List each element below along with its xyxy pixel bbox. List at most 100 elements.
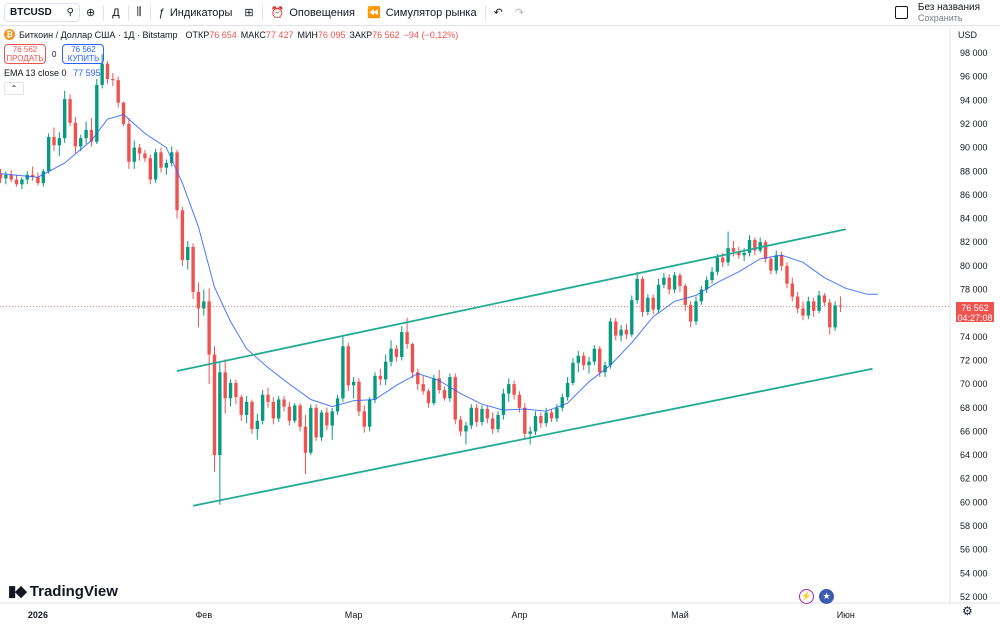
candle-body: [293, 405, 297, 421]
candle-body: [282, 399, 286, 407]
buy-price: 76 562: [71, 45, 96, 54]
candle-body: [694, 301, 698, 322]
candle-body: [544, 412, 548, 424]
candle-body: [528, 431, 532, 434]
candle-body: [485, 408, 490, 419]
candle-body: [132, 147, 136, 162]
candle-body: [416, 372, 420, 385]
candle-body: [30, 174, 35, 178]
candle-body: [255, 420, 259, 430]
currency-label[interactable]: USD: [958, 30, 978, 40]
price-chart[interactable]: 52 000 54 000 56 000 58 000 60 000 62 000 64 0…: [0, 25, 1000, 628]
ema-legend[interactable]: EMA 13 close 0 77 595: [4, 68, 458, 78]
candle-body: [838, 305, 843, 307]
candle-body: [453, 377, 457, 420]
indicators-label: Индикаторы: [169, 6, 233, 19]
candle-body: [790, 283, 794, 297]
candle-body: [266, 394, 270, 402]
alerts-button[interactable]: ⏰ Оповещения: [265, 0, 361, 25]
timeframe-button[interactable]: Д: [106, 0, 125, 25]
candle-body: [769, 258, 773, 271]
candle-body: [405, 332, 409, 344]
candle-body: [667, 277, 671, 290]
candle-body: [180, 210, 185, 260]
candle-body: [314, 407, 318, 438]
candle-body: [95, 84, 99, 142]
price-tick-label: 66 000: [960, 426, 988, 436]
candle-body: [533, 416, 538, 432]
low-label: МИН: [297, 29, 318, 40]
timeframe-label: Д: [112, 6, 120, 19]
legend-collapse-button[interactable]: ⌃: [4, 82, 24, 95]
candle-body: [111, 79, 115, 81]
toolbar-divider: [484, 4, 486, 21]
ema-label: EMA 13 close 0: [4, 68, 67, 78]
candle-body: [271, 401, 276, 419]
symbol-text: BTCUSD: [10, 7, 52, 18]
price-tick-label: 58 000: [960, 521, 988, 531]
buy-button[interactable]: 76 562 КУПИТЬ: [62, 44, 105, 64]
candle-body: [100, 63, 104, 85]
high-value: 77 427: [265, 29, 294, 40]
candle-body: [410, 343, 415, 373]
candle-body: [817, 295, 821, 311]
candle-body: [640, 278, 645, 312]
candle-body: [186, 246, 190, 260]
candle-body: [148, 158, 152, 180]
candle-body: [587, 361, 591, 366]
candle-body: [384, 361, 388, 380]
ohlc-close: ЗАКР76 562: [349, 30, 399, 40]
candle-body: [14, 179, 19, 185]
price-tick-label: 78 000: [960, 285, 988, 295]
price-tick-label: 98 000: [960, 48, 988, 58]
us-flag-icon[interactable]: ★: [819, 589, 834, 604]
templates-button[interactable]: ⊞: [238, 0, 259, 25]
candle-body: [608, 321, 613, 366]
candle-body: [153, 152, 158, 180]
candle-body: [774, 255, 778, 271]
lightning-icon[interactable]: ⚡: [799, 589, 814, 604]
candle-body: [421, 384, 425, 392]
replay-button[interactable]: ⏪ Симулятор рынка: [361, 0, 483, 25]
candle-body: [159, 152, 163, 168]
candle-body: [662, 277, 666, 285]
undo-button[interactable]: ↶: [488, 0, 509, 25]
open-label: ОТКР: [185, 29, 210, 40]
legend-header: ₿ Биткоин / Доллар США · 1Д · Bitstamp О…: [4, 29, 458, 40]
price-tick-label: 92 000: [960, 119, 988, 129]
chart-type-button[interactable]: ⫼: [131, 0, 148, 25]
spread-value: 0: [52, 49, 57, 59]
price-tick-label: 68 000: [960, 403, 988, 413]
candle-body: [555, 407, 559, 419]
trade-buttons: 76 562 ПРОДАТЬ 0 76 562 КУПИТЬ: [4, 44, 458, 64]
tradingview-logo[interactable]: ▮◆ TradingView: [8, 582, 118, 601]
candle-body: [721, 257, 725, 263]
toolbar-divider: [103, 4, 105, 21]
top-toolbar: BTCUSD ⚲ ⊕ Д ⫼ ƒ Индикаторы ⊞ ⏰ Оповещен…: [0, 0, 1000, 26]
candle-body: [501, 393, 506, 415]
sell-button[interactable]: 76 562 ПРОДАТЬ: [4, 44, 46, 64]
redo-button[interactable]: ↷: [509, 0, 530, 25]
candle-body: [105, 63, 110, 80]
buy-label: КУПИТЬ: [67, 54, 100, 63]
candle-body: [89, 129, 94, 142]
time-tick-label: Фев: [195, 610, 212, 620]
candle-body: [346, 346, 350, 386]
indicators-button[interactable]: ƒ Индикаторы: [153, 0, 239, 25]
candle-body: [36, 177, 40, 184]
compare-add-button[interactable]: ⊕: [80, 0, 101, 25]
candle-body: [630, 300, 634, 335]
symbol-search[interactable]: BTCUSD ⚲: [4, 3, 80, 22]
candle-body: [218, 372, 222, 456]
time-tick-label: Июн: [837, 610, 855, 620]
grid-icon: ⊞: [244, 7, 254, 19]
time-tick-label: 2026: [28, 610, 48, 620]
settings-gear-icon[interactable]: ⚙: [962, 604, 973, 618]
plus-circle-icon: ⊕: [86, 7, 96, 19]
price-tick-label: 62 000: [960, 474, 988, 484]
candle-body: [260, 394, 265, 421]
layout-save-area[interactable]: Без названия Сохранить: [894, 0, 1000, 25]
candle-body: [581, 355, 586, 366]
sell-label: ПРОДАТЬ: [6, 54, 44, 63]
candle-body: [52, 136, 56, 146]
